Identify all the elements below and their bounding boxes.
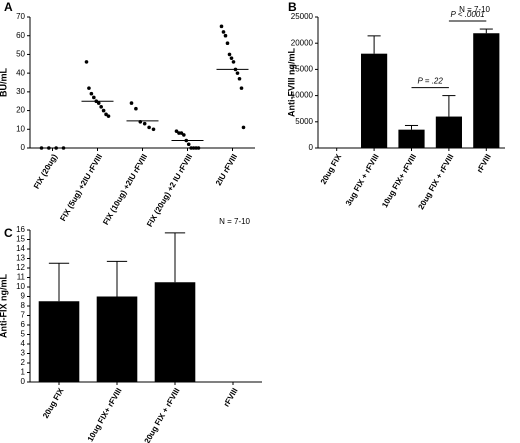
bar [38,301,80,382]
data-point [134,106,138,111]
x-tick-label: 2IU rFVIII [214,153,239,188]
y-tick-label: 9 [21,292,26,301]
data-point [225,41,230,45]
x-tick-label: 10ug FIX+ rFVIII [86,387,124,443]
data-point [196,146,201,150]
x-tick-label: 3ug FIX + rFVIII [344,153,381,208]
data-point [221,30,226,34]
data-point [227,52,232,57]
data-point [182,133,186,137]
significance-label: P < .0001 [451,10,485,19]
y-tick-label: 4 [21,339,26,348]
data-point [241,125,246,130]
x-tick-label: 20ug FIX [319,152,344,186]
y-tick-label: 30 [16,87,25,96]
bar [435,116,462,148]
x-tick-label: FIX (10ug) +2IU rFVIII [101,153,149,227]
data-point [179,131,184,135]
y-tick-label: 14 [16,244,25,253]
data-point [151,127,156,132]
data-point [147,125,151,130]
y-tick-label: 8 [21,301,26,310]
y-tick-label: 50 [16,50,25,59]
data-point [186,142,191,147]
panel-label: B [288,0,297,14]
data-point [229,56,234,60]
y-tick-label: 15 [16,235,25,244]
bar [361,53,388,148]
bar [154,282,196,382]
data-point [92,95,96,100]
data-point [235,71,240,75]
x-tick-label: rFVIII [222,387,240,409]
sample-size-note: N = 7-10 [459,5,490,14]
y-tick-label: 1 [21,368,26,377]
y-tick-label: 11 [17,273,26,282]
bar [96,296,138,382]
y-tick-label: 5000 [295,117,313,126]
y-tick-label: 12 [16,263,25,272]
data-point [87,86,91,90]
x-tick-label: 20ug FIX + rFVIII [143,387,182,443]
y-tick-label: 10 [16,282,25,291]
bar [473,33,500,148]
data-point [223,33,228,38]
y-tick-label: 70 [16,12,25,21]
data-point [129,101,134,105]
data-point [239,86,244,90]
y-tick-label: 10 [16,124,25,133]
y-tick-label: 16 [16,225,25,234]
y-tick-label: 0 [309,143,314,152]
data-point [106,114,111,118]
data-point [84,60,89,64]
data-point [219,24,224,29]
x-tick-label: 10ug FIX+ rFVIII [380,153,418,210]
data-point [142,121,147,126]
data-point [89,91,94,96]
y-tick-label: 7 [21,311,26,320]
y-tick-label: 0 [21,143,26,152]
x-tick-label: 20ug FIX + rFVIII [416,153,455,212]
x-tick-label: FIX (20ug) +2 IU rFVIII [145,153,194,229]
y-tick-label: 20 [16,106,25,115]
sample-size-note: N = 7-10 [219,217,250,226]
y-tick-label: 20000 [291,38,314,47]
y-tick-label: 13 [16,254,25,263]
data-point [231,60,236,64]
data-point [237,76,242,81]
y-axis-label: Anti-FVIII ng/mL [286,48,296,117]
x-tick-label: FIX (20ug) [32,152,59,190]
y-tick-label: 10000 [291,91,314,100]
panel-label: A [4,0,13,14]
data-point [96,101,101,105]
bar [398,129,425,148]
y-tick-label: 40 [16,68,25,77]
significance-label: P = .22 [418,77,444,86]
y-tick-label: 15000 [291,65,314,74]
data-point [104,112,108,117]
y-axis-label: BU/mL [0,67,8,97]
x-tick-label: 20ug FIX [41,386,66,420]
y-tick-label: 0 [21,377,26,386]
panel-label: C [4,226,13,240]
x-tick-label: rFVIII [475,153,493,175]
y-tick-label: 6 [21,320,26,329]
data-point [99,105,103,109]
y-tick-label: 25000 [291,12,314,21]
y-tick-label: 3 [21,349,26,358]
y-axis-label: Anti-FIX ng/mL [0,274,8,338]
y-tick-label: 2 [21,358,26,367]
y-tick-label: 60 [16,31,25,40]
x-tick-label: FIX (5ug) +2IU rFVIII [58,153,104,223]
y-tick-label: 5 [21,330,26,339]
data-point [174,129,179,133]
data-point [101,108,106,113]
